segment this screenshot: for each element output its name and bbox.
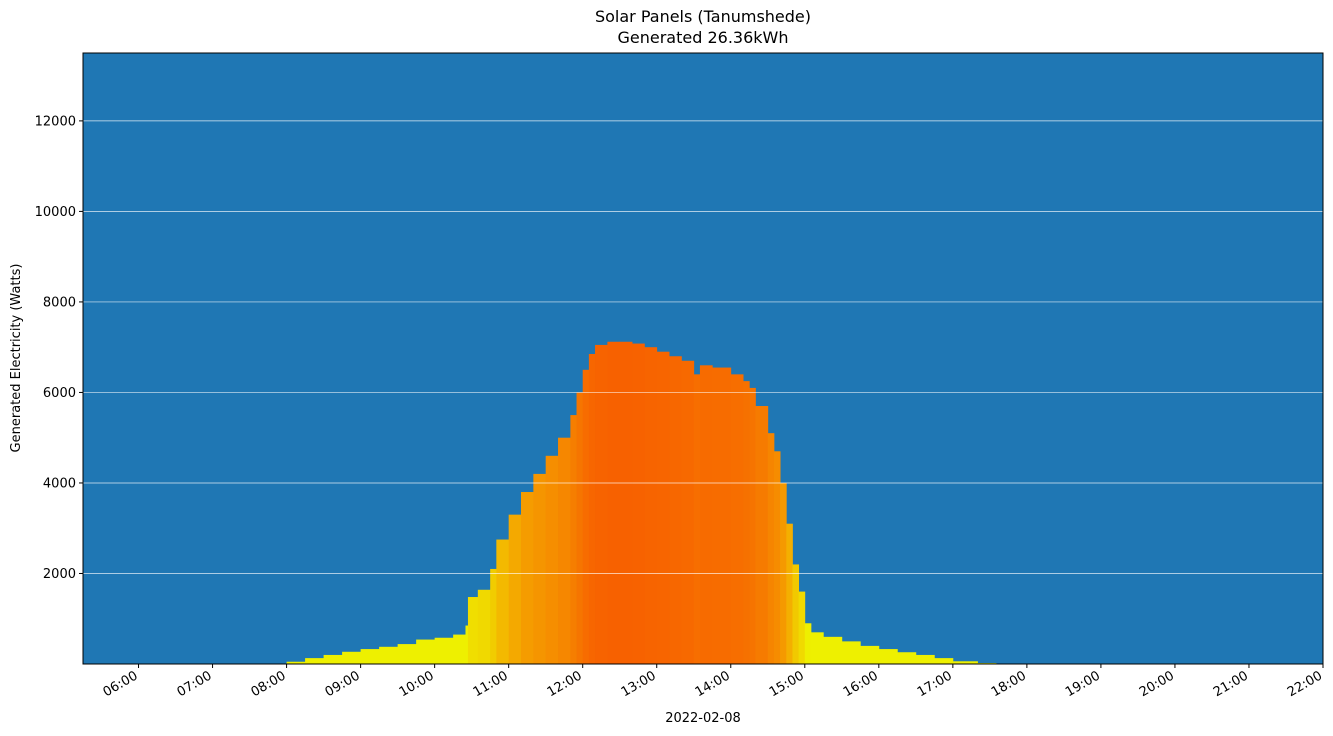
generation-bar bbox=[773, 451, 781, 664]
generation-bar bbox=[508, 514, 522, 664]
generation-bar bbox=[712, 367, 732, 664]
generation-bar bbox=[749, 387, 756, 664]
generation-bar bbox=[490, 568, 497, 664]
x-tick-label: 13:00 bbox=[619, 668, 659, 700]
x-tick-label: 14:00 bbox=[693, 668, 733, 700]
generation-bar bbox=[416, 639, 436, 664]
plot-frame bbox=[82, 52, 1324, 665]
generation-bar bbox=[607, 341, 621, 664]
generation-bar bbox=[286, 661, 306, 664]
generation-bar bbox=[360, 649, 380, 664]
x-tick-label: 22:00 bbox=[1285, 668, 1325, 700]
generation-bar bbox=[810, 632, 824, 664]
y-axis-label: Generated Electricity (Watts) bbox=[9, 264, 24, 453]
x-tick-label: 17:00 bbox=[915, 668, 955, 700]
generation-bar bbox=[305, 658, 324, 664]
x-tick-label: 15:00 bbox=[767, 668, 807, 700]
x-axis-label: 2022-02-08 bbox=[665, 711, 741, 726]
generation-bar bbox=[792, 564, 800, 664]
generation-bar bbox=[342, 651, 362, 664]
generation-bar bbox=[798, 591, 806, 664]
x-tick-label: 12:00 bbox=[545, 668, 585, 700]
generation-bar bbox=[588, 353, 596, 664]
generation-bar bbox=[595, 344, 608, 664]
y-tick-label: 12000 bbox=[35, 114, 76, 129]
generation-bar bbox=[453, 634, 466, 664]
generation-bar bbox=[397, 644, 417, 664]
generation-bar bbox=[558, 437, 571, 664]
generation-bar bbox=[496, 539, 510, 664]
x-tick-label: 09:00 bbox=[323, 668, 363, 700]
y-tick-label: 10000 bbox=[35, 205, 76, 220]
generation-bar bbox=[915, 654, 935, 664]
generation-bar bbox=[823, 636, 843, 664]
generation-bar bbox=[477, 589, 491, 664]
x-tick-label: 06:00 bbox=[101, 668, 141, 700]
generation-bar bbox=[570, 415, 577, 664]
generation-bar bbox=[619, 341, 633, 664]
generation-bar bbox=[434, 637, 454, 664]
generation-bar bbox=[786, 523, 793, 664]
generation-bar bbox=[743, 381, 750, 664]
generation-bar bbox=[693, 374, 701, 664]
generation-bar bbox=[582, 369, 590, 664]
generation-bar bbox=[755, 406, 769, 664]
generation-bar bbox=[681, 360, 695, 664]
x-tick-label: 21:00 bbox=[1211, 668, 1251, 700]
y-tick-label: 2000 bbox=[43, 567, 76, 582]
generation-bar bbox=[465, 625, 469, 664]
generation-bar bbox=[656, 351, 670, 664]
generation-bar bbox=[576, 392, 584, 664]
generation-bar bbox=[699, 365, 713, 664]
generation-bar bbox=[841, 641, 861, 664]
x-tick-label: 20:00 bbox=[1137, 668, 1177, 700]
generation-bar bbox=[521, 492, 534, 664]
x-tick-label: 18:00 bbox=[989, 668, 1029, 700]
generation-bar bbox=[545, 455, 559, 664]
generation-bar bbox=[323, 654, 343, 664]
generation-bar bbox=[632, 343, 645, 664]
generation-bar bbox=[878, 649, 898, 664]
x-tick-label: 10:00 bbox=[397, 668, 437, 700]
x-tick-label: 19:00 bbox=[1063, 668, 1103, 700]
generation-bar bbox=[897, 652, 917, 664]
generation-bar bbox=[669, 356, 682, 664]
generation-bar bbox=[860, 645, 880, 664]
x-tick-label: 08:00 bbox=[249, 668, 289, 700]
chart-title: Solar Panels (Tanumshede) bbox=[594, 7, 812, 26]
x-tick-label: 16:00 bbox=[841, 668, 881, 700]
generation-bar bbox=[767, 433, 775, 664]
generation-bar bbox=[952, 661, 978, 664]
x-tick-label: 11:00 bbox=[471, 668, 511, 700]
generation-bar bbox=[644, 347, 658, 664]
generation-bar bbox=[804, 623, 812, 664]
y-tick-label: 8000 bbox=[43, 295, 76, 310]
y-tick-label: 6000 bbox=[43, 386, 76, 401]
generation-bar bbox=[379, 646, 399, 664]
chart-subtitle: Generated 26.36kWh bbox=[617, 28, 789, 47]
x-tick-label: 07:00 bbox=[175, 668, 215, 700]
generation-bar bbox=[533, 473, 547, 664]
generation-bar bbox=[934, 658, 954, 664]
generation-bar bbox=[730, 374, 744, 664]
generation-bar bbox=[467, 597, 479, 664]
y-tick-label: 4000 bbox=[43, 476, 76, 491]
